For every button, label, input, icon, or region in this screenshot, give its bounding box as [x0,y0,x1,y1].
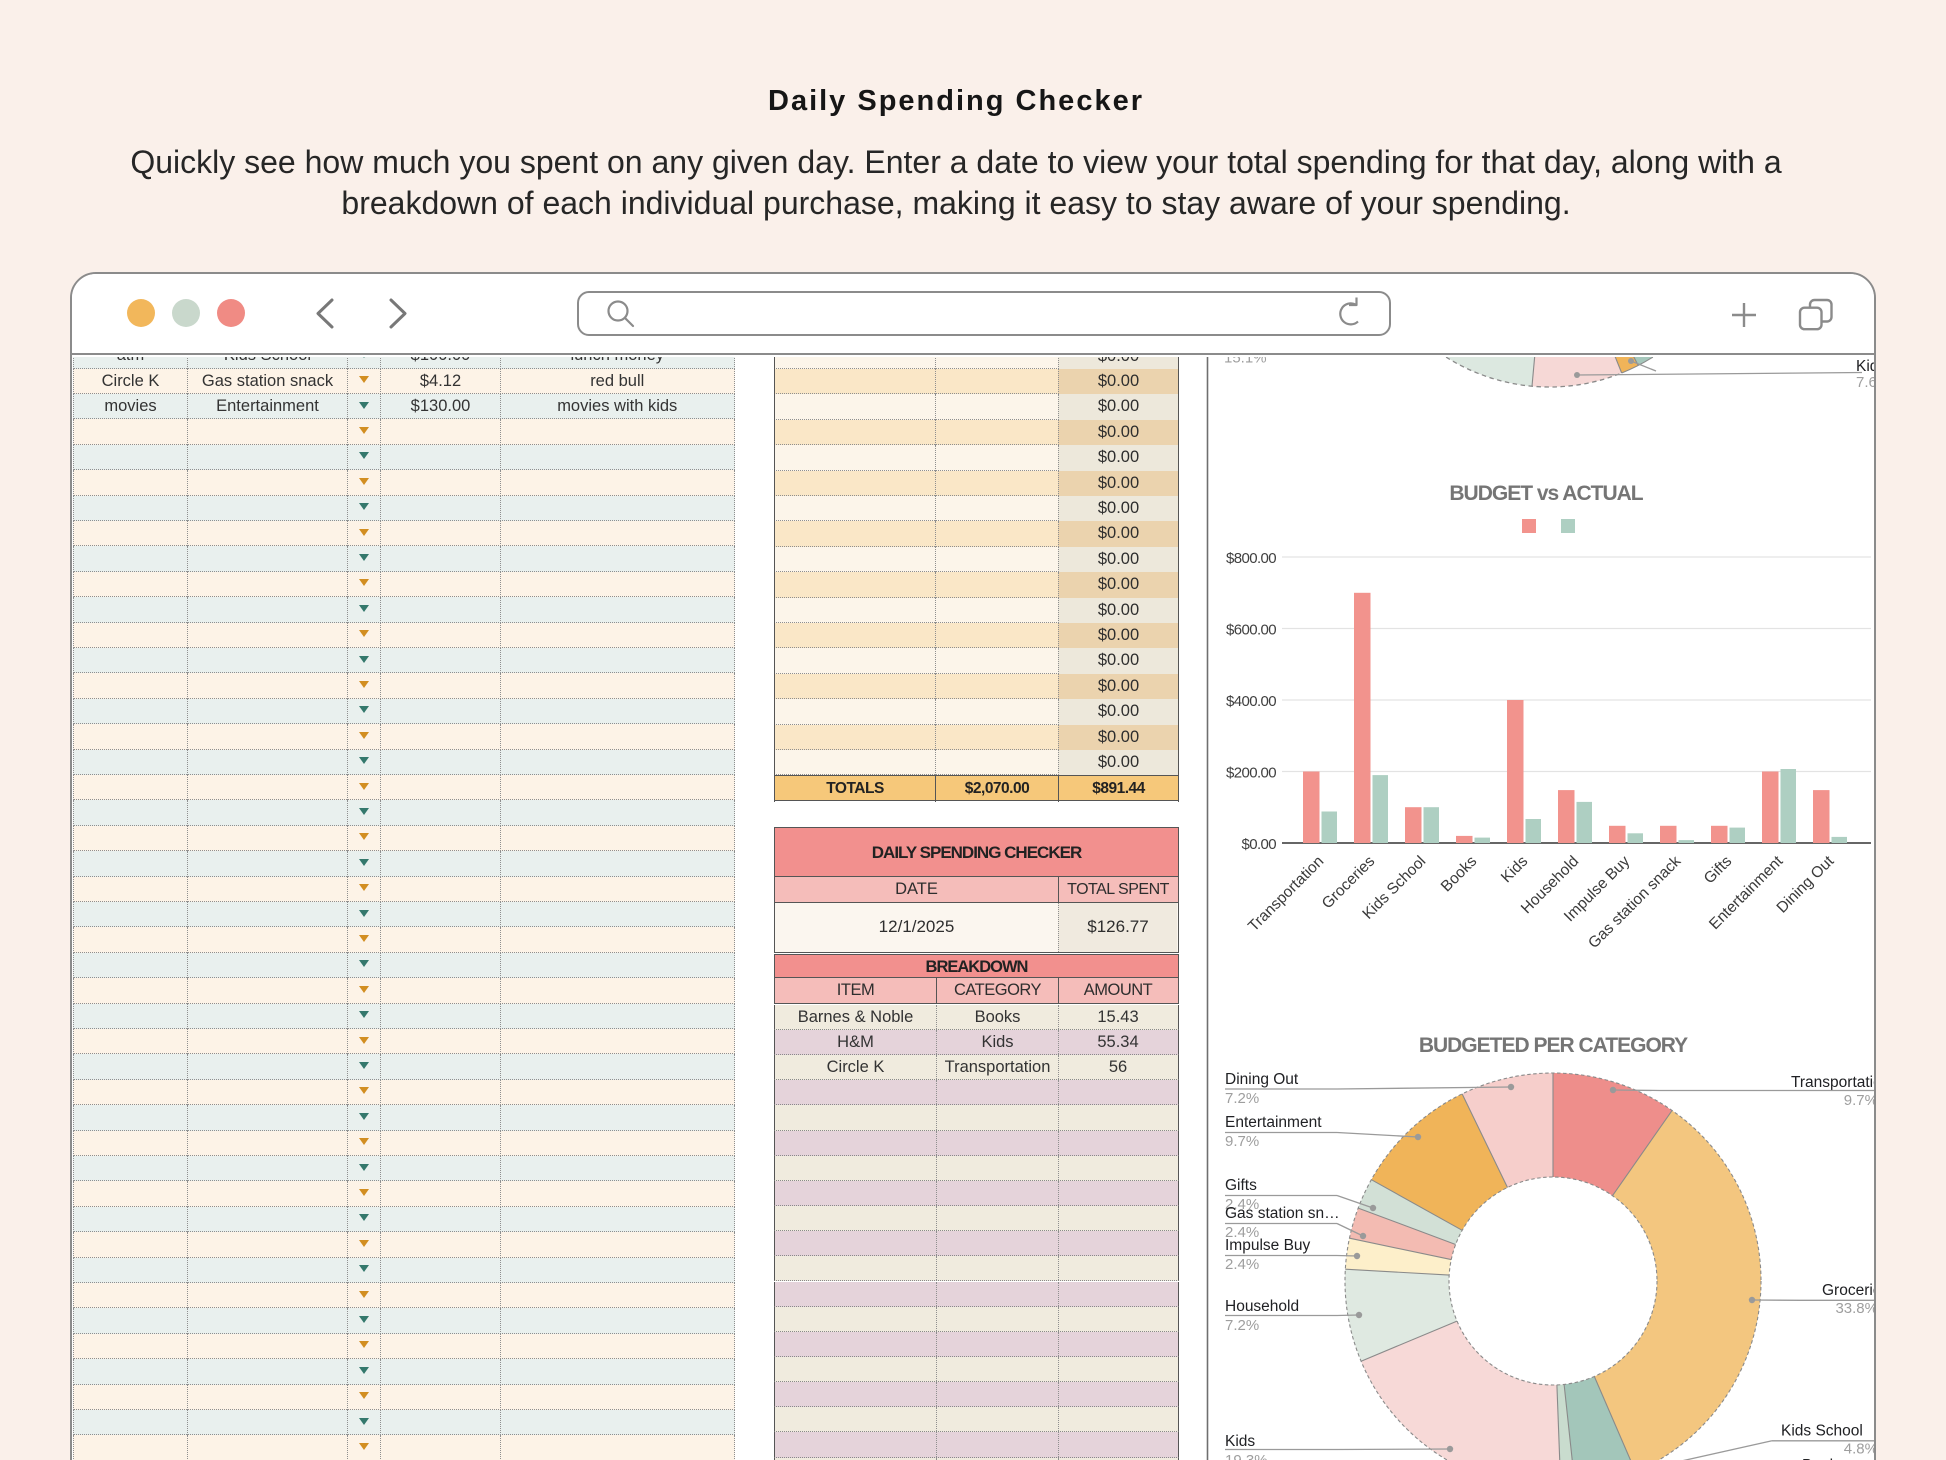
svg-text:Gifts: Gifts [1701,853,1736,888]
svg-text:Kids School: Kids School [1781,1423,1863,1440]
svg-text:Gas station sn…: Gas station sn… [1225,1205,1340,1222]
svg-text:Kids: Kids [1856,358,1874,375]
svg-text:Groceries: Groceries [1822,1282,1874,1299]
svg-text:9.7%: 9.7% [1225,1133,1259,1150]
svg-text:33.8%: 33.8% [1835,1300,1874,1317]
svg-text:$600.00: $600.00 [1226,622,1276,639]
svg-text:Gifts: Gifts [1225,1177,1257,1194]
svg-text:Books: Books [1438,853,1481,896]
svg-text:Household: Household [1225,1298,1299,1315]
svg-text:Impulse Buy: Impulse Buy [1225,1237,1311,1254]
svg-text:19.3%: 19.3% [1225,1452,1268,1460]
svg-text:7.6%: 7.6% [1856,374,1874,391]
svg-text:$0.00: $0.00 [1241,836,1276,853]
svg-text:2.4%: 2.4% [1225,1196,1259,1213]
svg-text:15.1%: 15.1% [1224,357,1267,367]
svg-text:4.8%: 4.8% [1844,1441,1874,1458]
svg-text:2.4%: 2.4% [1225,1224,1259,1241]
svg-text:7.2%: 7.2% [1225,1317,1259,1334]
svg-text:$400.00: $400.00 [1226,693,1276,710]
svg-text:BUDGET vs ACTUAL: BUDGET vs ACTUAL [1449,482,1643,505]
svg-text:Books: Books [1802,1457,1845,1460]
svg-text:$800.00: $800.00 [1226,550,1276,567]
svg-text:Gas station snack: Gas station snack [1585,853,1684,952]
svg-text:9.7%: 9.7% [1844,1092,1874,1109]
svg-text:2.4%: 2.4% [1225,1256,1259,1273]
svg-text:Kids: Kids [1498,853,1532,887]
svg-text:7.2%: 7.2% [1225,1090,1259,1107]
svg-text:Kids: Kids [1225,1433,1255,1450]
svg-text:Dining Out: Dining Out [1225,1071,1299,1088]
svg-text:Transportation: Transportation [1791,1074,1874,1091]
svg-text:BUDGETED PER CATEGORY: BUDGETED PER CATEGORY [1419,1034,1688,1057]
svg-text:Transportation: Transportation [1245,853,1327,935]
svg-text:Entertainment: Entertainment [1225,1114,1322,1131]
svg-text:$200.00: $200.00 [1226,765,1276,782]
